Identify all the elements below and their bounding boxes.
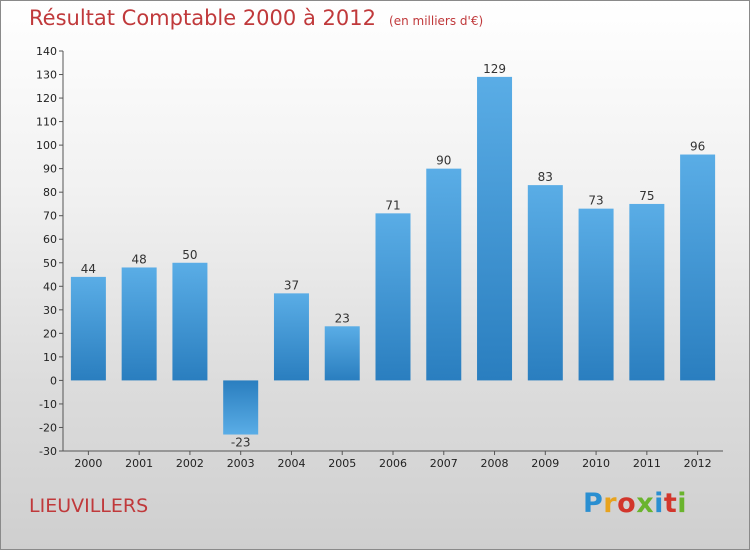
logo-letter: x	[636, 488, 655, 519]
bars	[70, 76, 716, 435]
y-tick-label: 120	[36, 92, 57, 105]
x-tick-label: 2000	[74, 457, 102, 470]
value-label-2006: 71	[385, 198, 400, 212]
value-label-2004: 37	[284, 278, 299, 292]
y-tick-label: 110	[36, 116, 57, 129]
location-name: LIEUVILLERS	[29, 495, 149, 517]
logo-letter: i	[654, 488, 664, 519]
x-tick-label: 2002	[176, 457, 204, 470]
x-tick-label: 2009	[531, 457, 559, 470]
y-tick-label: 100	[36, 139, 57, 152]
bar-2006	[375, 213, 411, 381]
value-label-2001: 48	[132, 252, 147, 266]
y-tick-label: 70	[43, 210, 57, 223]
logo-letter: P	[583, 488, 604, 519]
bar-2000	[70, 276, 106, 381]
y-tick-label: 140	[36, 45, 57, 58]
y-tick-label: 40	[43, 280, 57, 293]
y-tick-label: -10	[39, 398, 57, 411]
x-tick-label: 2010	[582, 457, 610, 470]
bar-2012	[680, 154, 716, 381]
logo-letter: o	[617, 488, 637, 519]
value-label-2012: 96	[690, 140, 705, 154]
bar-2009	[527, 185, 563, 381]
proxiti-logo: Proxiti	[583, 488, 687, 519]
x-tick-label: 2001	[125, 457, 153, 470]
bar-2008	[477, 76, 513, 381]
value-label-2007: 90	[436, 154, 451, 168]
logo-letter: r	[603, 488, 618, 519]
value-label-2011: 75	[639, 189, 654, 203]
x-tick-label: 2003	[227, 457, 255, 470]
y-tick-label: 0	[50, 374, 57, 387]
x-tick-label: 2007	[430, 457, 458, 470]
x-tick-label: 2008	[481, 457, 509, 470]
title-main: Résultat Comptable 2000 à 2012	[29, 6, 376, 30]
bar-2007	[426, 168, 462, 381]
y-tick-label: 20	[43, 327, 57, 340]
y-tick-label: -20	[39, 421, 57, 434]
logo-letter: i	[677, 488, 688, 519]
x-tick-label: 2006	[379, 457, 407, 470]
value-label-2005: 23	[335, 311, 350, 325]
value-label-2008: 129	[483, 62, 506, 76]
value-label-2003: -23	[231, 436, 251, 450]
bar-2002	[172, 262, 208, 381]
x-tick-label: 2012	[684, 457, 712, 470]
bar-2010	[578, 208, 614, 381]
value-label-2000: 44	[81, 262, 96, 276]
chart-title: Résultat Comptable 2000 à 2012 (en milli…	[29, 6, 483, 30]
logo-letter: t	[663, 488, 678, 519]
y-tick-label: 30	[43, 304, 57, 317]
y-tick-label: 60	[43, 233, 57, 246]
bar-2011	[629, 203, 665, 381]
y-tick-label: 10	[43, 351, 57, 364]
x-tick-label: 2005	[328, 457, 356, 470]
value-label-2002: 50	[182, 248, 197, 262]
bar-2005	[324, 326, 360, 381]
bar-2001	[121, 267, 157, 381]
bar-2004	[273, 293, 309, 381]
y-tick-label: -30	[39, 445, 57, 458]
y-tick-label: 90	[43, 163, 57, 176]
y-tick-label: 130	[36, 69, 57, 82]
y-tick-label: 80	[43, 186, 57, 199]
x-tick-label: 2004	[277, 457, 305, 470]
value-labels: 44 48 50 -23 37 23 71 90 129 83 73 75 96	[81, 62, 706, 450]
axes: -30 -20 -10 0 10 20 30 40 50 60 70 80 90 100 110 120 130…	[36, 45, 723, 470]
value-label-2009: 83	[538, 170, 553, 184]
value-label-2010: 73	[588, 194, 603, 208]
x-tick-label: 2011	[633, 457, 661, 470]
bar-2003	[223, 380, 259, 435]
title-unit: (en milliers d'€)	[389, 14, 484, 28]
y-tick-label: 50	[43, 257, 57, 270]
